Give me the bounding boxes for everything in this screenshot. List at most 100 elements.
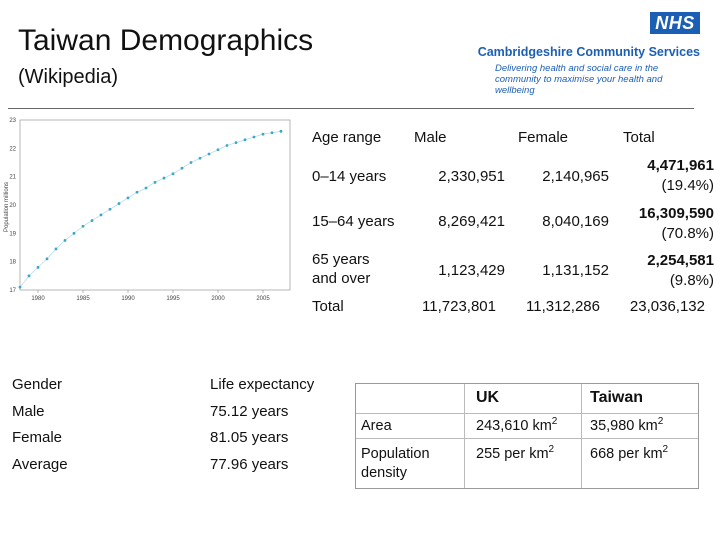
table-rule bbox=[464, 384, 465, 488]
data-point bbox=[225, 144, 229, 147]
area-taiwan-value: 35,980 km2 bbox=[590, 417, 663, 435]
data-point bbox=[180, 166, 184, 170]
area-taiwan-number: 35,980 km bbox=[590, 418, 658, 434]
age-row-1-range: 15–64 years bbox=[312, 213, 395, 230]
x-tick-label: 1990 bbox=[121, 296, 135, 302]
table-rule bbox=[356, 438, 698, 439]
series-line bbox=[19, 131, 282, 288]
x-tick-label: 2005 bbox=[256, 296, 270, 302]
data-point bbox=[270, 131, 274, 135]
density-uk-number: 255 per km bbox=[476, 446, 549, 462]
density-taiwan-number: 668 per km bbox=[590, 446, 663, 462]
age-row-2-female: 1,131,152 bbox=[542, 262, 609, 279]
y-tick-label: 18 bbox=[9, 260, 16, 266]
age-row-3-female: 11,312,286 bbox=[526, 298, 600, 315]
superscript: 2 bbox=[657, 416, 664, 428]
life-row-1-value: 81.05 years bbox=[210, 429, 289, 446]
life-row-1-gender: Female bbox=[12, 429, 63, 446]
y-tick-label: 23 bbox=[9, 118, 16, 124]
chart-frame bbox=[19, 119, 291, 291]
data-point bbox=[261, 132, 265, 136]
density-uk-value: 255 per km2 bbox=[476, 445, 554, 463]
age-row-0-range: 0–14 years bbox=[312, 168, 387, 185]
life-row-2-value: 77.96 years bbox=[210, 456, 289, 473]
data-point bbox=[18, 285, 22, 289]
age-row-1-male: 8,269,421 bbox=[438, 213, 505, 230]
population-chart: Population millions 17 18 19 20 21 22 23 1980 1… bbox=[4, 118, 291, 302]
chart-ylabel: Population millions bbox=[4, 182, 10, 232]
data-point bbox=[54, 247, 58, 251]
data-point bbox=[90, 219, 94, 222]
title-divider bbox=[8, 108, 694, 109]
nhs-badge: NHS bbox=[650, 12, 700, 34]
age-row-3-total: 23,036,132 bbox=[629, 298, 705, 315]
table-rule bbox=[581, 384, 582, 488]
data-point bbox=[126, 196, 130, 200]
page-title: Taiwan Demographics bbox=[18, 24, 314, 57]
area-row-label: Area bbox=[361, 418, 392, 434]
y-tick-label: 22 bbox=[9, 146, 16, 152]
life-row-0-gender: Male bbox=[12, 403, 45, 420]
area-uk-value: 243,610 km2 bbox=[476, 417, 557, 435]
data-point bbox=[216, 148, 220, 152]
age-row-2-male: 1,123,429 bbox=[438, 262, 505, 279]
page-subtitle: (Wikipedia) bbox=[18, 66, 119, 88]
age-row-0-female: 2,140,965 bbox=[542, 168, 609, 185]
age-row-0-pct: (19.4%) bbox=[661, 177, 714, 194]
data-point bbox=[63, 239, 67, 242]
data-point bbox=[207, 152, 211, 156]
superscript: 2 bbox=[662, 444, 669, 456]
age-header-range: Age range bbox=[312, 129, 382, 146]
x-tick-label: 2000 bbox=[211, 296, 225, 302]
data-point bbox=[243, 138, 247, 142]
age-row-0-male: 2,330,951 bbox=[438, 168, 505, 185]
life-header-expectancy: Life expectancy bbox=[210, 376, 315, 393]
density-row-label-line1: Population bbox=[361, 446, 430, 462]
x-tick-label: 1980 bbox=[31, 296, 45, 302]
area-header-taiwan: Taiwan bbox=[590, 389, 644, 406]
age-header-total: Total bbox=[623, 129, 655, 146]
data-point bbox=[81, 224, 85, 228]
age-row-2-total: 2,254,581 bbox=[647, 252, 714, 269]
superscript: 2 bbox=[548, 444, 555, 456]
data-point bbox=[189, 161, 193, 164]
density-row-label-line2: density bbox=[361, 465, 407, 481]
data-point bbox=[135, 190, 139, 194]
table-rule bbox=[356, 413, 698, 414]
nhs-logo: NHS Cambridgeshire Community Services De… bbox=[478, 12, 700, 96]
age-row-1-pct: (70.8%) bbox=[661, 225, 714, 242]
age-header-female: Female bbox=[518, 129, 569, 146]
data-point bbox=[72, 231, 76, 235]
data-point bbox=[99, 213, 103, 217]
organisation-name: Cambridgeshire Community Services bbox=[477, 45, 700, 59]
density-taiwan-value: 668 per km2 bbox=[590, 445, 668, 463]
data-point bbox=[45, 257, 49, 261]
age-row-3-male: 11,723,801 bbox=[422, 298, 496, 315]
data-point bbox=[153, 180, 157, 184]
data-point bbox=[279, 129, 283, 133]
y-tick-label: 21 bbox=[9, 175, 16, 181]
x-tick-label: 1995 bbox=[166, 296, 180, 302]
data-point bbox=[252, 135, 256, 139]
data-point bbox=[144, 186, 148, 190]
organisation-tagline: Delivering health and social care in the… bbox=[495, 63, 663, 96]
life-header-gender: Gender bbox=[12, 376, 63, 393]
area-header-uk: UK bbox=[476, 389, 500, 406]
age-row-2-pct: (9.8%) bbox=[669, 272, 714, 289]
data-point bbox=[198, 156, 202, 160]
age-row-3-range: Total bbox=[312, 298, 344, 315]
data-point bbox=[36, 265, 40, 269]
superscript: 2 bbox=[551, 416, 558, 428]
age-row-2-range-line2: and over bbox=[312, 270, 371, 287]
data-point bbox=[27, 274, 31, 278]
x-tick-label: 1985 bbox=[76, 296, 90, 302]
age-row-0-total: 4,471,961 bbox=[647, 157, 714, 174]
data-point bbox=[162, 176, 166, 180]
y-tick-label: 17 bbox=[9, 288, 16, 294]
age-row-2-range-line1: 65 years bbox=[312, 251, 370, 268]
area-comparison-table: UK Taiwan Area 243,610 km2 35,980 km2 Po… bbox=[355, 383, 699, 489]
y-tick-label: 20 bbox=[9, 203, 16, 209]
data-point bbox=[171, 172, 175, 176]
life-row-2-gender: Average bbox=[12, 456, 68, 473]
y-tick-label: 19 bbox=[9, 231, 16, 237]
